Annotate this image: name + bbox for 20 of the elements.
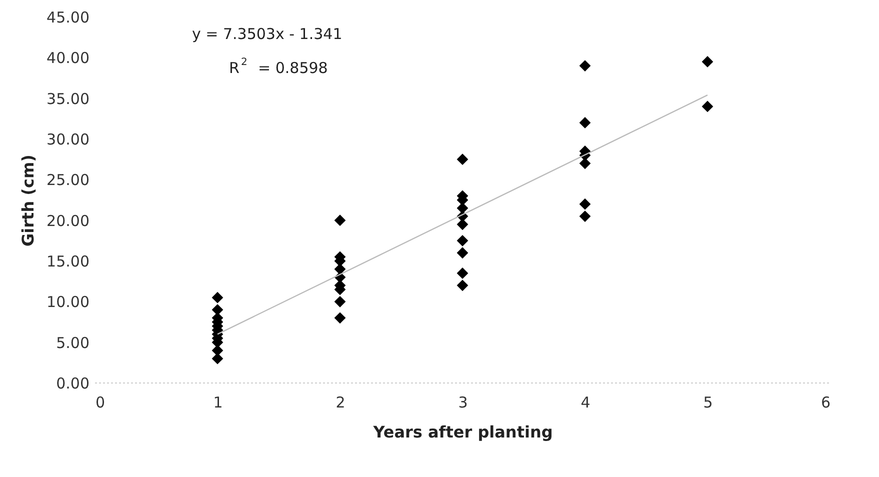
y-tick-label: 10.00 (46, 293, 90, 312)
y-tick-label: 25.00 (46, 171, 90, 190)
x-tick-label: 2 (336, 394, 346, 412)
x-axis-title: Years after planting (372, 422, 553, 442)
y-tick-label: 35.00 (46, 90, 90, 108)
annotation: y = 7.3503x - 1.341 (192, 25, 342, 43)
y-tick-label: 5.00 (56, 334, 90, 352)
x-tick-label: 4 (580, 394, 590, 412)
y-tick-label: 45.00 (46, 8, 90, 26)
x-tick-label: 5 (703, 394, 713, 412)
y-tick-label: 15.00 (46, 252, 90, 270)
y-tick-label: 20.00 (46, 212, 90, 230)
x-tick-label: 3 (458, 394, 468, 412)
y-tick-label: 30.00 (46, 130, 90, 148)
y-tick-label: 0.00 (56, 374, 90, 392)
y-tick-label: 40.00 (46, 49, 90, 68)
y-axis-title: Girth (cm) (18, 154, 38, 246)
x-tick-label: 1 (213, 394, 223, 412)
x-tick-label: 6 (820, 394, 830, 412)
x-tick-label: 0 (96, 394, 106, 412)
